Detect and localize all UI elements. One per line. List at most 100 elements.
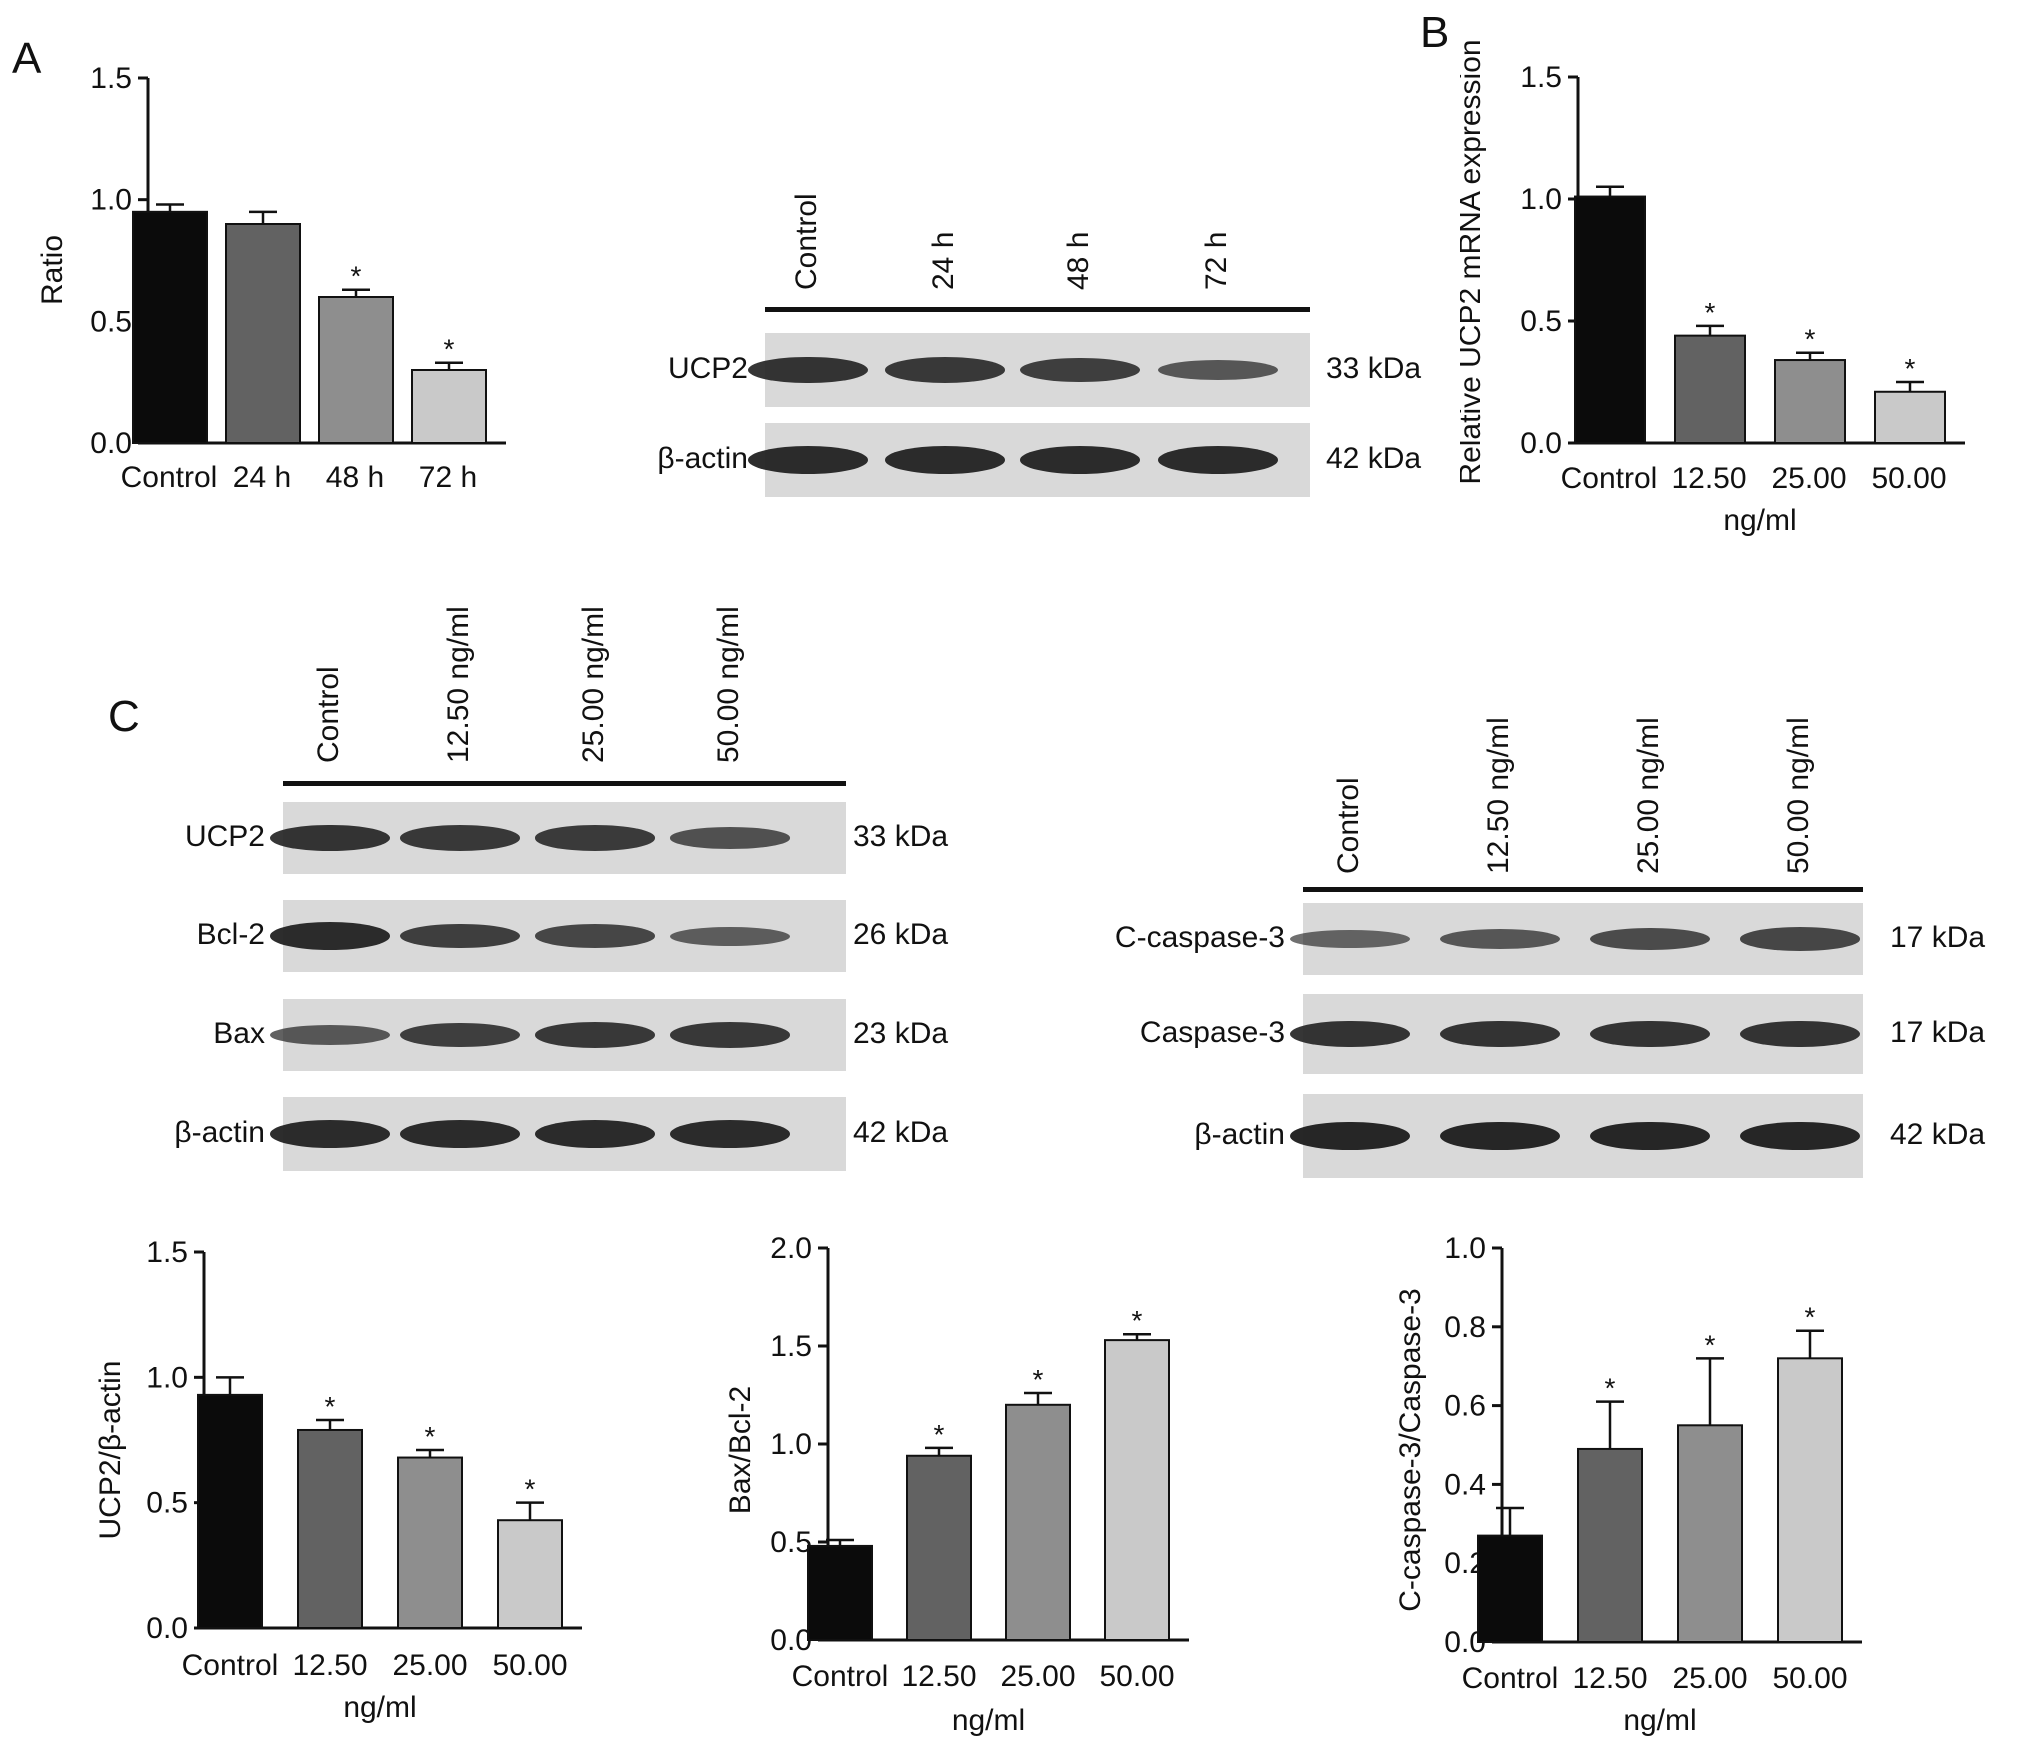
blot-band bbox=[270, 1120, 390, 1148]
x-tick-label: Control bbox=[1462, 1662, 1559, 1695]
x-tick-label: Control bbox=[1561, 462, 1658, 495]
bar-4 bbox=[1777, 1357, 1843, 1643]
y-tick-label: 0.0 bbox=[770, 1624, 812, 1657]
bar-3 bbox=[1005, 1403, 1071, 1641]
significance-asterisk: * bbox=[351, 261, 362, 292]
blot-row-label: UCP2 bbox=[667, 352, 748, 385]
blot-kda-label: 17 kDa bbox=[1890, 921, 1986, 954]
blot-band bbox=[1440, 1121, 1560, 1151]
x-tick-label: 12.50 bbox=[901, 1660, 976, 1693]
blot-band bbox=[1290, 930, 1410, 948]
chart-c3-svg: 0.00.20.40.60.81.0Control*12.50*25.00*50… bbox=[1394, 1232, 1862, 1737]
y-tick-label: 0.8 bbox=[1444, 1311, 1486, 1344]
blot-band bbox=[1590, 1020, 1710, 1048]
x-tick-label: 25.00 bbox=[1000, 1660, 1075, 1693]
blot-band bbox=[1020, 357, 1140, 383]
y-tick-label: 1.0 bbox=[146, 1361, 188, 1394]
y-tick-label: 0.0 bbox=[146, 1612, 188, 1645]
y-tick-label: 0.5 bbox=[146, 1487, 188, 1520]
blot-header-rule bbox=[1303, 887, 1863, 892]
bar-3 bbox=[318, 296, 394, 444]
x-tick-label: 50.00 bbox=[1099, 1660, 1174, 1693]
lane-label: 50.00 ng/ml bbox=[712, 606, 745, 763]
bar-3 bbox=[397, 1456, 463, 1629]
x-tick-label: 48 h bbox=[326, 461, 384, 494]
blot-band bbox=[748, 446, 868, 474]
lane-label: 48 h bbox=[1062, 231, 1095, 290]
blot-band bbox=[670, 1120, 790, 1148]
significance-asterisk: * bbox=[444, 334, 455, 365]
blot-band bbox=[400, 825, 520, 851]
lane-label: 12.50 ng/ml bbox=[1482, 717, 1515, 874]
x-tick-label: Control bbox=[792, 1660, 889, 1693]
blot-band bbox=[885, 357, 1005, 383]
chart-b: 0.0 0.5 1.0 1.5 Control * 12.50 * 25.00 * 50.00 Rel… bbox=[1454, 0, 2032, 560]
bar-2 bbox=[225, 223, 301, 444]
lane-label: 25.00 ng/ml bbox=[577, 606, 610, 763]
blot-band bbox=[1158, 359, 1278, 381]
lane-label: 25.00 ng/ml bbox=[1632, 717, 1665, 874]
y-axis-label: C-caspase-3/Caspase-3 bbox=[1394, 1288, 1427, 1611]
x-tick-label: Control bbox=[182, 1649, 279, 1682]
y-tick-label: 1.0 bbox=[90, 184, 132, 217]
blot-kda-label: 42 kDa bbox=[1890, 1118, 1986, 1151]
y-axis-label: UCP2/β-actin bbox=[94, 1361, 127, 1540]
bar-1 bbox=[1477, 1534, 1543, 1643]
significance-asterisk: * bbox=[1033, 1364, 1044, 1395]
lane-label: Control bbox=[1332, 777, 1365, 874]
bar-1 bbox=[1574, 195, 1646, 444]
blot-row-label: β-actin bbox=[657, 442, 748, 475]
blot-band bbox=[270, 922, 390, 950]
bar-1 bbox=[197, 1393, 263, 1629]
significance-asterisk: * bbox=[325, 1391, 336, 1422]
y-tick-label: 1.5 bbox=[1520, 61, 1562, 94]
blot-kda-label: 23 kDa bbox=[853, 1017, 949, 1050]
blot-band bbox=[535, 1120, 655, 1148]
y-tick-label: 1.0 bbox=[770, 1428, 812, 1461]
panel-letter-a: A bbox=[12, 34, 42, 83]
blot-band bbox=[270, 824, 390, 852]
blot-kda-label: 42 kDa bbox=[1326, 442, 1422, 475]
chart-a-svg: 0.0 0.5 1.0 1.5 Control 24 h * 48 h * 72 h Ratio bbox=[36, 62, 506, 494]
blot-band bbox=[670, 827, 790, 849]
lane-label: 24 h bbox=[927, 231, 960, 290]
x-tick-label: 12.50 bbox=[1671, 462, 1746, 495]
significance-asterisk: * bbox=[1805, 324, 1816, 355]
blot-band bbox=[535, 924, 655, 948]
y-tick-label: 1.5 bbox=[770, 1330, 812, 1363]
x-tick-label: 72 h bbox=[419, 461, 477, 494]
blot-band bbox=[1590, 1121, 1710, 1151]
x-axis-label: ng/ml bbox=[952, 1704, 1025, 1737]
bar-4 bbox=[1104, 1339, 1170, 1641]
chart-c3: 0.0 0.2 0.4 0.6 0.8 1.0 Control * 12.50 * 25.00 * 50… bbox=[1380, 1210, 1980, 1740]
blot-kda-label: 26 kDa bbox=[853, 918, 949, 951]
chart-c2: 0.0 0.5 1.0 1.5 2.0 Control * 12.50 * 25.00 * 50.00… bbox=[700, 1210, 1300, 1740]
x-tick-label: 12.50 bbox=[1572, 1662, 1647, 1695]
x-tick-label: Control bbox=[121, 461, 218, 494]
x-tick-label: 24 h bbox=[233, 461, 291, 494]
blot-band bbox=[1440, 1020, 1560, 1048]
significance-asterisk: * bbox=[934, 1419, 945, 1450]
blot-band bbox=[1740, 927, 1860, 951]
x-tick-label: 25.00 bbox=[1771, 462, 1846, 495]
x-tick-label: 50.00 bbox=[1871, 462, 1946, 495]
blot-row-label: C-caspase-3 bbox=[1114, 921, 1285, 954]
y-axis-label: Bax/Bcl-2 bbox=[724, 1386, 757, 1514]
y-tick-label: 1.0 bbox=[1520, 183, 1562, 216]
blot-band bbox=[400, 923, 520, 949]
chart-b-svg: 0.0 0.5 1.0 1.5 Control * 12.50 * 25.00 * 50.00 Rel… bbox=[1454, 39, 1965, 537]
significance-asterisk: * bbox=[1905, 353, 1916, 384]
significance-asterisk: * bbox=[525, 1474, 536, 1505]
significance-asterisk: * bbox=[1132, 1305, 1143, 1336]
bar-4 bbox=[411, 369, 487, 444]
blot-row-label: Bcl-2 bbox=[196, 918, 265, 951]
blot-row-label: Bax bbox=[213, 1017, 265, 1050]
x-tick-label: 50.00 bbox=[1772, 1662, 1847, 1695]
significance-asterisk: * bbox=[1805, 1302, 1816, 1333]
bar-2 bbox=[297, 1428, 363, 1629]
bar-2 bbox=[1577, 1447, 1643, 1643]
x-axis-label: ng/ml bbox=[1623, 1704, 1696, 1737]
lane-label: Control bbox=[790, 193, 823, 290]
bar-2 bbox=[1674, 334, 1746, 445]
blot-band bbox=[1290, 1121, 1410, 1151]
